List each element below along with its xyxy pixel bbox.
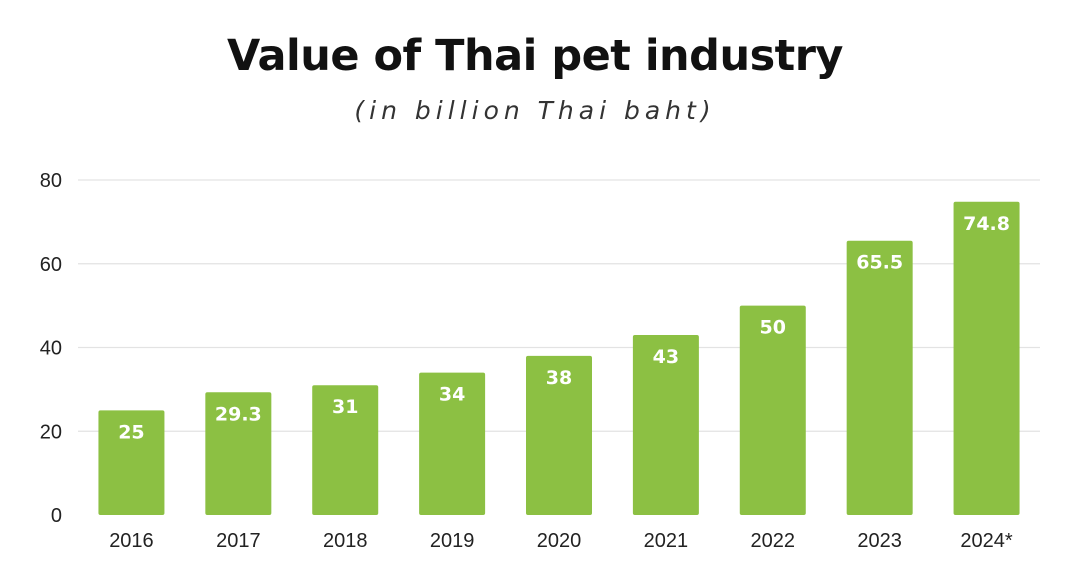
x-tick-label: 2024* <box>960 530 1012 552</box>
bar-value-label: 43 <box>653 346 679 368</box>
bar-value-label: 74.8 <box>963 213 1010 235</box>
x-axis: 2016 2017 2018 2019 2020 2021 2022 2023 2024* <box>109 530 1013 552</box>
chart-subtitle: (in billion Thai baht) <box>354 96 715 125</box>
bars <box>98 201 1020 515</box>
y-tick-label: 40 <box>40 338 62 360</box>
x-tick-label: 2020 <box>537 530 582 552</box>
bar-2018 <box>312 385 379 515</box>
bar-value-label: 29.3 <box>215 403 262 425</box>
chart-title: Value of Thai pet industry <box>227 31 843 81</box>
x-tick-label: 2022 <box>751 530 796 552</box>
x-tick-label: 2017 <box>216 530 261 552</box>
bar-2019 <box>419 372 486 515</box>
bar-2017 <box>205 392 272 515</box>
bar-2021 <box>632 334 699 515</box>
y-tick-label: 0 <box>51 505 62 527</box>
bar-value-label: 50 <box>760 317 786 339</box>
bar-2024 <box>953 201 1020 515</box>
bar-2020 <box>526 355 592 515</box>
bar-value-label: 65.5 <box>856 252 903 274</box>
bar-value-label: 31 <box>332 396 358 418</box>
y-tick-label: 20 <box>40 421 62 443</box>
x-tick-label: 2016 <box>109 530 154 552</box>
y-axis: 0 20 40 60 80 <box>40 170 62 527</box>
bar-value-label: 25 <box>118 421 144 443</box>
bar-value-label: 34 <box>439 384 465 406</box>
y-tick-label: 60 <box>40 254 62 276</box>
bar-2022 <box>739 305 806 515</box>
y-tick-label: 80 <box>40 170 62 192</box>
x-tick-label: 2018 <box>323 530 368 552</box>
x-tick-label: 2023 <box>857 530 902 552</box>
bar-2016 <box>98 410 165 515</box>
bar-value-label: 38 <box>546 367 572 389</box>
bar-value-labels: 25 29.3 31 34 38 43 50 65.5 74.8 <box>118 213 1010 444</box>
bar-2023 <box>846 240 913 515</box>
x-tick-label: 2019 <box>430 530 475 552</box>
x-tick-label: 2021 <box>644 530 689 552</box>
